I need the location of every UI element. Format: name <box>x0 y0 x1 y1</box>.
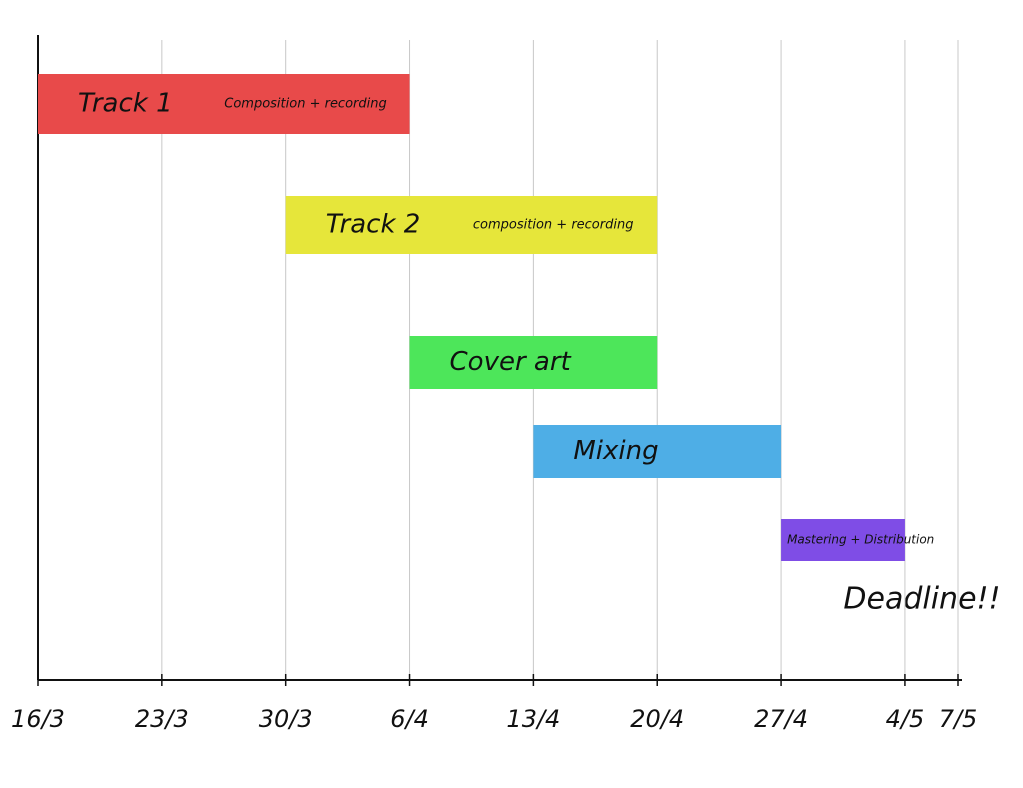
task-name: Mixing <box>573 436 658 466</box>
task-name: Cover art <box>450 347 572 377</box>
x-tick-label: 7/5 <box>939 705 978 733</box>
task-bar <box>781 519 905 561</box>
task-bar <box>285 196 658 254</box>
task-name: Track 1 <box>78 89 173 119</box>
task-name: Track 2 <box>326 210 421 240</box>
task-bar <box>409 336 658 389</box>
task-bar <box>38 74 410 134</box>
x-tick-label: 16/3 <box>11 705 65 733</box>
x-tick-label: 23/3 <box>135 705 189 733</box>
task-name: Mastering + Distribution <box>787 533 934 547</box>
task-note: composition + recording <box>473 218 634 233</box>
x-tick-label: 27/4 <box>754 705 808 733</box>
x-tick-label: 30/3 <box>259 705 313 733</box>
task-bar <box>533 425 782 478</box>
x-tick-label: 20/4 <box>630 705 684 733</box>
task-note: Composition + recording <box>224 97 387 112</box>
x-tick-label: 6/4 <box>390 705 429 733</box>
annotation: Deadline!! <box>843 582 1000 617</box>
x-tick-label: 4/5 <box>886 705 925 733</box>
x-tick-label: 13/4 <box>506 705 560 733</box>
